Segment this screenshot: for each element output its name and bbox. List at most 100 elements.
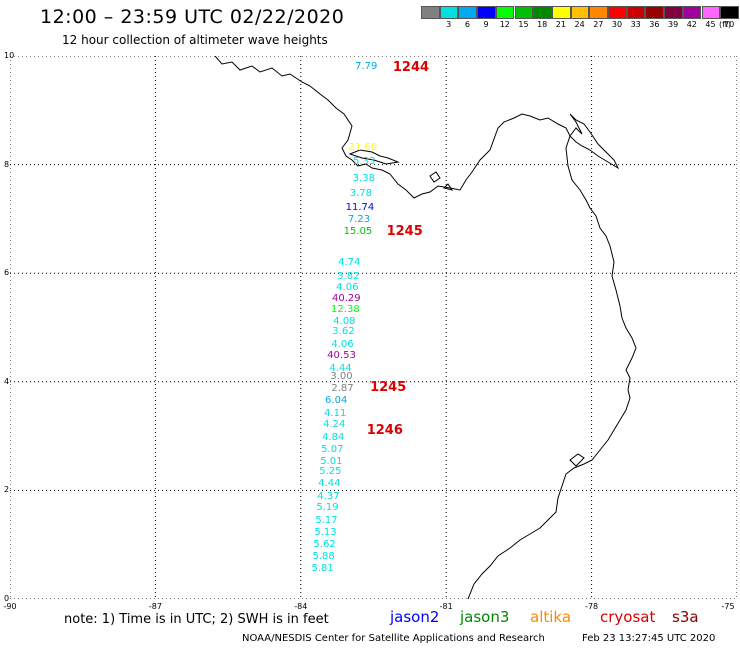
color-scale-swatch	[608, 6, 627, 19]
wave-height-value: 5.81	[311, 562, 334, 574]
color-scale-label: 70	[724, 20, 735, 29]
wave-height-value: 3.00	[330, 370, 353, 382]
wave-height-value: 5.88	[312, 550, 335, 562]
latitude-tick-label: 10	[4, 51, 15, 60]
color-scale-label: 15	[518, 20, 529, 29]
color-scale-swatch	[682, 6, 702, 19]
latitude-tick-label: 2	[4, 485, 10, 495]
wave-height-value: 5.25	[319, 466, 342, 478]
coastline	[214, 56, 637, 599]
wave-height-value: 7.23	[347, 213, 371, 225]
color-scale-label: 39	[668, 20, 679, 29]
pass-time-label: 1244	[392, 59, 430, 75]
wave-height-value: 5.01	[320, 455, 343, 467]
satellite-legend-jason3: jason3	[460, 608, 510, 626]
generation-timestamp: Feb 23 13:27:45 UTC 2020	[582, 633, 716, 644]
map-title: 12:00 – 23:59 UTC 02/22/2020	[40, 6, 345, 28]
satellite-legend-altika: altika	[530, 608, 572, 626]
color-scale-swatch	[495, 6, 515, 19]
color-scale-label: 6	[464, 20, 470, 29]
color-scale-swatch	[477, 6, 496, 19]
longitude-tick-label: -87	[148, 602, 162, 611]
color-scale-label: 45	[705, 20, 716, 29]
credit-line: NOAA/NESDIS Center for Satellite Applica…	[242, 633, 545, 644]
wave-height-value: 4.08	[333, 315, 356, 327]
wave-height-value: 4.11	[324, 408, 347, 420]
lat-lon-grid	[10, 56, 737, 599]
wave-height-value: 5.19	[316, 502, 339, 514]
wave-height-value: 3.62	[332, 326, 355, 338]
wave-height-value: 3.38	[352, 172, 375, 184]
wave-height-value: 12.38	[331, 303, 360, 315]
color-scale-swatch	[664, 6, 683, 19]
wave-height-value: 15.05	[343, 226, 373, 238]
coastline-pearl-islands	[429, 171, 454, 191]
color-scale-label: 36	[649, 20, 660, 29]
wave-height-value: 5.13	[314, 527, 337, 539]
color-scale-swatch	[551, 6, 571, 19]
latitude-tick-label: 8	[4, 159, 10, 169]
wave-height-value: 5.33	[353, 155, 376, 167]
pass-time-label: 1245	[370, 380, 407, 396]
color-scale-swatch	[421, 6, 440, 19]
pass-time-label: 1245	[386, 224, 423, 240]
wave-height-value: 4.44	[318, 477, 341, 489]
satellite-legend-s3a: s3a	[672, 608, 699, 626]
longitude-tick-label: -84	[294, 602, 308, 611]
longitude-tick-label: -75	[721, 602, 735, 611]
coastline-gulf-island	[348, 149, 400, 165]
units-note: note: 1) Time is in UTC; 2) SWH is in fe…	[64, 612, 329, 627]
color-scale-label: 33	[630, 20, 641, 29]
wave-height-value: 7.79	[355, 60, 378, 72]
color-scale-label: 12	[499, 20, 510, 29]
color-scale-swatch	[589, 6, 608, 19]
color-scale-label: 9	[483, 20, 489, 29]
wave-height-value: 5.17	[315, 515, 338, 527]
longitude-tick-label: -81	[439, 602, 453, 611]
color-scale-swatch	[570, 6, 590, 19]
wave-height-value: 6.04	[325, 395, 348, 407]
color-scale-swatch	[626, 6, 646, 19]
wave-height-value: 5.07	[321, 443, 344, 455]
wave-height-value: 5.62	[313, 539, 336, 551]
wave-height-value: 3.82	[337, 271, 360, 282]
color-scale-swatch	[514, 6, 534, 19]
color-scale-swatch	[533, 6, 552, 19]
color-scale-swatch	[439, 6, 459, 19]
color-scale-swatch	[645, 6, 665, 19]
color-scale-label: 30	[611, 20, 623, 29]
wave-height-value: 40.53	[327, 350, 356, 362]
wave-height-value: 21.60	[348, 142, 378, 154]
longitude-tick-label: -90	[3, 602, 17, 611]
coastline-gorgona-island	[569, 453, 585, 467]
wave-height-value: 4.06	[336, 281, 359, 293]
map-plot-area	[10, 56, 737, 599]
coastline-main	[214, 56, 637, 599]
wave-height-value: 3.78	[349, 188, 373, 200]
color-scale-swatch	[458, 6, 478, 19]
wave-height-value: 4.24	[323, 419, 346, 431]
latitude-tick-label: 4	[4, 376, 10, 386]
color-scale-unit: (ft)	[719, 20, 732, 29]
color-scale-label: 24	[574, 20, 585, 29]
color-scale-label: 27	[593, 20, 604, 29]
wave-height-value: 40.29	[332, 292, 361, 304]
wave-height-value: 11.74	[345, 202, 375, 214]
wave-height-value: 4.37	[317, 490, 340, 502]
wave-height-value: 4.84	[322, 431, 345, 443]
color-scale-label: 3	[446, 20, 452, 29]
satellite-legend-jason2: jason2	[390, 608, 440, 626]
color-scale-swatch	[720, 6, 739, 19]
color-scale-label: 18	[537, 20, 548, 29]
color-scale-label: 21	[555, 20, 566, 29]
wave-height-value: 4.44	[329, 363, 352, 375]
satellite-legend-cryosat: cryosat	[600, 608, 656, 626]
color-scale-label: 42	[686, 20, 697, 29]
wave-height-value: 2.87	[331, 383, 354, 395]
color-scale-swatch	[701, 6, 721, 19]
pass-time-label: 1246	[366, 422, 403, 438]
latitude-tick-label: 0	[4, 594, 10, 603]
longitude-tick-label: -78	[585, 602, 599, 611]
wave-height-value: 4.06	[331, 338, 354, 350]
wave-height-value: 4.74	[338, 257, 361, 269]
